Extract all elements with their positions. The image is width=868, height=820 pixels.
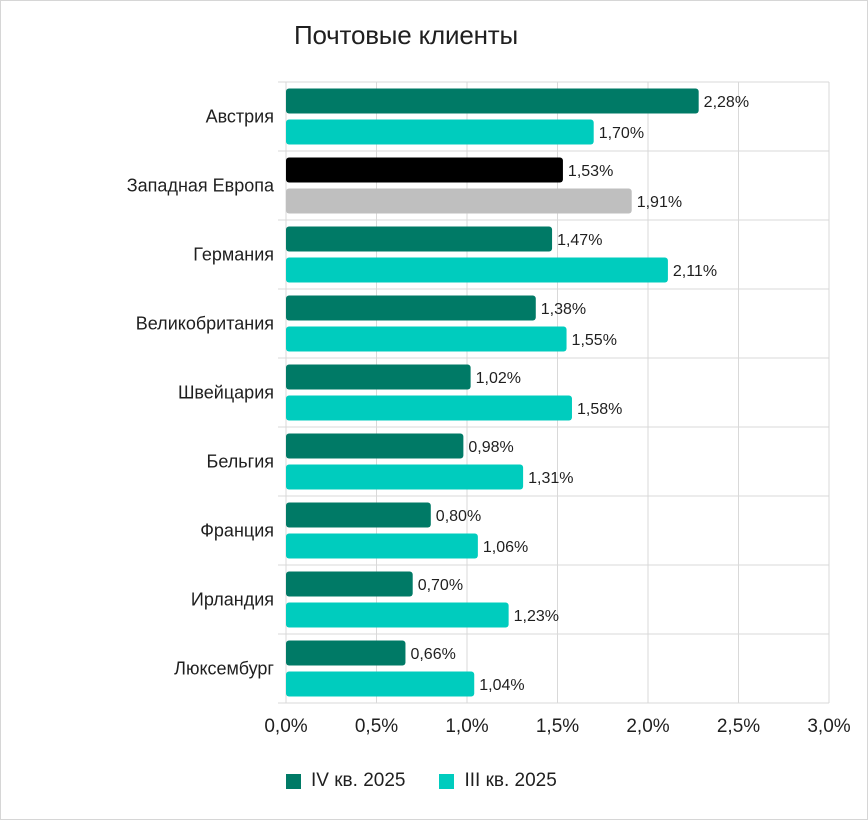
- bar: [286, 671, 475, 697]
- bar: [286, 502, 431, 528]
- data-label: 0,70%: [418, 577, 463, 594]
- bar: [286, 571, 413, 597]
- category-label: Бельгия: [207, 452, 274, 472]
- category-label: Германия: [193, 245, 274, 265]
- bar: [286, 226, 553, 252]
- data-label: 1,91%: [637, 194, 682, 211]
- data-label: 1,70%: [599, 125, 644, 142]
- data-label: 1,06%: [483, 539, 528, 556]
- legend-swatch-series-1: [286, 773, 301, 789]
- data-label: 1,47%: [557, 232, 602, 249]
- data-label: 0,80%: [436, 508, 481, 525]
- category-label: Австрия: [206, 107, 274, 127]
- data-label: 1,31%: [528, 470, 573, 487]
- data-label: 1,53%: [568, 163, 613, 180]
- x-tick-label: 3,0%: [807, 716, 850, 737]
- x-tick-label: 1,5%: [536, 716, 579, 737]
- bar: [286, 157, 563, 183]
- x-tick-label: 2,0%: [626, 716, 669, 737]
- category-label: Люксембург: [174, 659, 274, 679]
- x-tick-label: 2,5%: [717, 716, 760, 737]
- data-label: 1,02%: [476, 370, 521, 387]
- data-label: 2,11%: [673, 263, 717, 280]
- legend-item-series-1: IV кв. 2025: [286, 770, 405, 792]
- bar: [286, 395, 572, 421]
- data-label: 1,55%: [572, 332, 617, 349]
- legend-swatch-series-2: [439, 773, 455, 789]
- x-tick-label: 0,0%: [264, 716, 307, 737]
- legend-label-series-2: III кв. 2025: [464, 770, 557, 791]
- x-tick-label: 1,0%: [445, 716, 488, 737]
- legend-label-series-1: IV кв. 2025: [311, 770, 406, 791]
- bar: [286, 257, 668, 283]
- bar: [286, 326, 567, 352]
- legend: IV кв. 2025 III кв. 2025: [286, 770, 581, 792]
- chart-title: Почтовые клиенты: [294, 20, 518, 50]
- x-tick-label: 0,5%: [355, 716, 398, 737]
- category-label: Западная Европа: [127, 176, 275, 196]
- bar: [286, 119, 594, 145]
- bar: [286, 88, 699, 114]
- category-label: Ирландия: [191, 590, 274, 610]
- data-label: 1,23%: [514, 608, 559, 625]
- data-label: 0,66%: [410, 646, 455, 663]
- category-label: Франция: [200, 521, 274, 541]
- data-label: 1,58%: [577, 401, 622, 418]
- bar: [286, 295, 536, 321]
- bar: [286, 640, 406, 666]
- bar: [286, 602, 509, 628]
- bar: [286, 364, 471, 390]
- legend-item-series-2: III кв. 2025: [439, 770, 557, 792]
- bar: [286, 533, 478, 559]
- bar: [286, 464, 524, 490]
- bar: [286, 188, 632, 214]
- data-label: 1,04%: [479, 677, 524, 694]
- data-label: 1,38%: [541, 301, 586, 318]
- bar: [286, 433, 464, 459]
- data-label: 2,28%: [704, 94, 749, 111]
- category-label: Швейцария: [178, 383, 274, 403]
- data-label: 0,98%: [468, 439, 513, 456]
- category-label: Великобритания: [136, 314, 274, 334]
